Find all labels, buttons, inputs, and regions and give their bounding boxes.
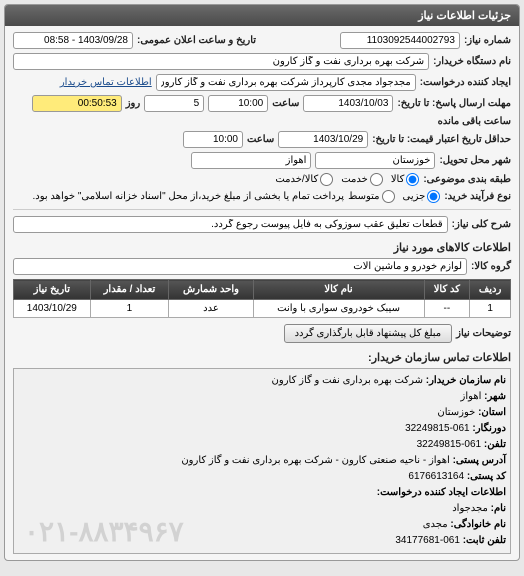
c-fax: 061-32249815	[405, 423, 470, 434]
th-row: ردیف	[470, 280, 511, 300]
city1-input[interactable]	[315, 152, 435, 169]
need-key-label: شرح کلی نیاز:	[452, 219, 511, 230]
group-label: گروه کالا:	[471, 261, 511, 272]
radio-goods-label[interactable]: کالا	[391, 173, 420, 186]
need-key-input[interactable]	[13, 216, 448, 233]
c-creator-title: اطلاعات ایجاد کننده درخواست:	[377, 487, 506, 498]
radio-medium-label[interactable]: متوسط	[348, 190, 394, 203]
city-label: شهر محل تحویل:	[439, 155, 511, 166]
validity-time-input[interactable]	[183, 131, 243, 148]
radio-medium[interactable]	[382, 190, 395, 203]
table-row[interactable]: 1--سیبک خودروی سواری با وانتعدد11403/10/…	[14, 300, 511, 318]
c-fax-label: دورنگار:	[472, 423, 506, 434]
panel-title: جزئیات اطلاعات نیاز	[5, 5, 519, 26]
cell-date: 1403/10/29	[14, 300, 91, 318]
buyer-device-input[interactable]	[13, 53, 429, 70]
process-note: پرداخت تمام یا بخشی از مبلغ خرید،از محل …	[32, 191, 344, 202]
c-tel: 061-34177681	[395, 535, 460, 546]
contact-title: اطلاعات تماس سازمان خریدار:	[13, 351, 511, 364]
deadline-label: مهلت ارسال پاسخ: تا تاریخ:	[397, 98, 511, 109]
cell-row: 1	[470, 300, 511, 318]
deadline-date-input[interactable]	[303, 95, 393, 112]
c-city-label: شهر:	[484, 391, 506, 402]
radio-both-label[interactable]: کالا/خدمت	[275, 173, 333, 186]
c-province: خوزستان	[437, 407, 475, 418]
c-province-label: استان:	[478, 407, 506, 418]
category-label: طبقه بندی موضوعی:	[423, 174, 511, 185]
th-unit: واحد شمارش	[169, 280, 253, 300]
validity-date-input[interactable]	[278, 131, 368, 148]
desc-button[interactable]: مبلغ کل پیشنهاد قابل بارگذاری گردد	[284, 324, 453, 343]
c-phone-label: تلفن:	[484, 439, 506, 450]
table-header-row: ردیف کد کالا نام کالا واحد شمارش تعداد /…	[14, 280, 511, 300]
deadline-time-input[interactable]	[208, 95, 268, 112]
desc-label: توضیحات نیاز	[456, 328, 511, 339]
remaining-input	[32, 95, 122, 112]
th-name: نام کالا	[253, 280, 424, 300]
buyer-device-label: نام دستگاه خریدار:	[433, 56, 511, 67]
radio-service[interactable]	[370, 173, 383, 186]
contact-link[interactable]: اطلاعات تماس خریدار	[60, 77, 152, 88]
days-label: روز	[126, 98, 141, 109]
c-city: اهواز	[461, 391, 482, 402]
items-table: ردیف کد کالا نام کالا واحد شمارش تعداد /…	[13, 279, 511, 318]
radio-both[interactable]	[320, 173, 333, 186]
radio-minor-label[interactable]: جزیی	[403, 190, 441, 203]
panel-body: شماره نیاز: تاریخ و ساعت اعلان عمومی: نا…	[5, 26, 519, 560]
creator-input[interactable]	[156, 74, 416, 91]
process-radio-group: جزیی متوسط	[348, 190, 440, 203]
cell-qty: 1	[90, 300, 169, 318]
days-input[interactable]	[144, 95, 204, 112]
radio-service-label[interactable]: خدمت	[341, 173, 383, 186]
c-family: مجدی	[423, 519, 448, 530]
need-number-input[interactable]	[340, 32, 460, 49]
th-code: کد کالا	[424, 280, 470, 300]
c-postal-label: کد پستی:	[467, 471, 506, 482]
contact-list: نام سازمان خریدار: شرکت بهره برداری نفت …	[18, 373, 506, 549]
items-title: اطلاعات کالاهای مورد نیاز	[13, 241, 511, 254]
c-phone: 061-32249815	[417, 439, 482, 450]
cell-name: سیبک خودروی سواری با وانت	[253, 300, 424, 318]
remaining-label: ساعت باقی مانده	[438, 116, 511, 127]
radio-minor[interactable]	[427, 190, 440, 203]
c-address-label: آدرس پستی:	[453, 455, 506, 466]
contact-box: ۰۲۱-۸۸۳۴۹۶۷ نام سازمان خریدار: شرکت بهره…	[13, 368, 511, 554]
c-name: مجدجواد	[452, 503, 488, 514]
c-name-label: نام:	[491, 503, 506, 514]
cell-unit: عدد	[169, 300, 253, 318]
th-date: تاریخ نیاز	[14, 280, 91, 300]
c-tel-label: تلفن ثابت:	[463, 535, 506, 546]
need-number-label: شماره نیاز:	[464, 35, 511, 46]
time-label-1: ساعت	[272, 98, 299, 109]
process-label: نوع فرآیند خرید:	[444, 191, 511, 202]
details-panel: جزئیات اطلاعات نیاز شماره نیاز: تاریخ و …	[4, 4, 520, 561]
city2-input[interactable]	[191, 152, 311, 169]
radio-goods[interactable]	[406, 173, 419, 186]
validity-label: حداقل تاریخ اعتبار قیمت: تا تاریخ:	[372, 134, 511, 145]
public-announce-input[interactable]	[13, 32, 133, 49]
time-label-2: ساعت	[247, 134, 274, 145]
c-org: شرکت بهره برداری نفت و گاز کارون	[272, 375, 423, 386]
creator-label: ایجاد کننده درخواست:	[420, 77, 511, 88]
c-org-label: نام سازمان خریدار:	[426, 375, 506, 386]
public-announce-label: تاریخ و ساعت اعلان عمومی:	[137, 35, 256, 46]
category-radio-group: کالا خدمت کالا/خدمت	[275, 173, 419, 186]
c-postal: 6176613164	[408, 471, 464, 482]
th-qty: تعداد / مقدار	[90, 280, 169, 300]
c-family-label: نام خانوادگی:	[450, 519, 506, 530]
group-input[interactable]	[13, 258, 467, 275]
cell-code: --	[424, 300, 470, 318]
c-address: اهواز - ناحیه صنعتی کارون - شرکت بهره بر…	[181, 455, 449, 466]
